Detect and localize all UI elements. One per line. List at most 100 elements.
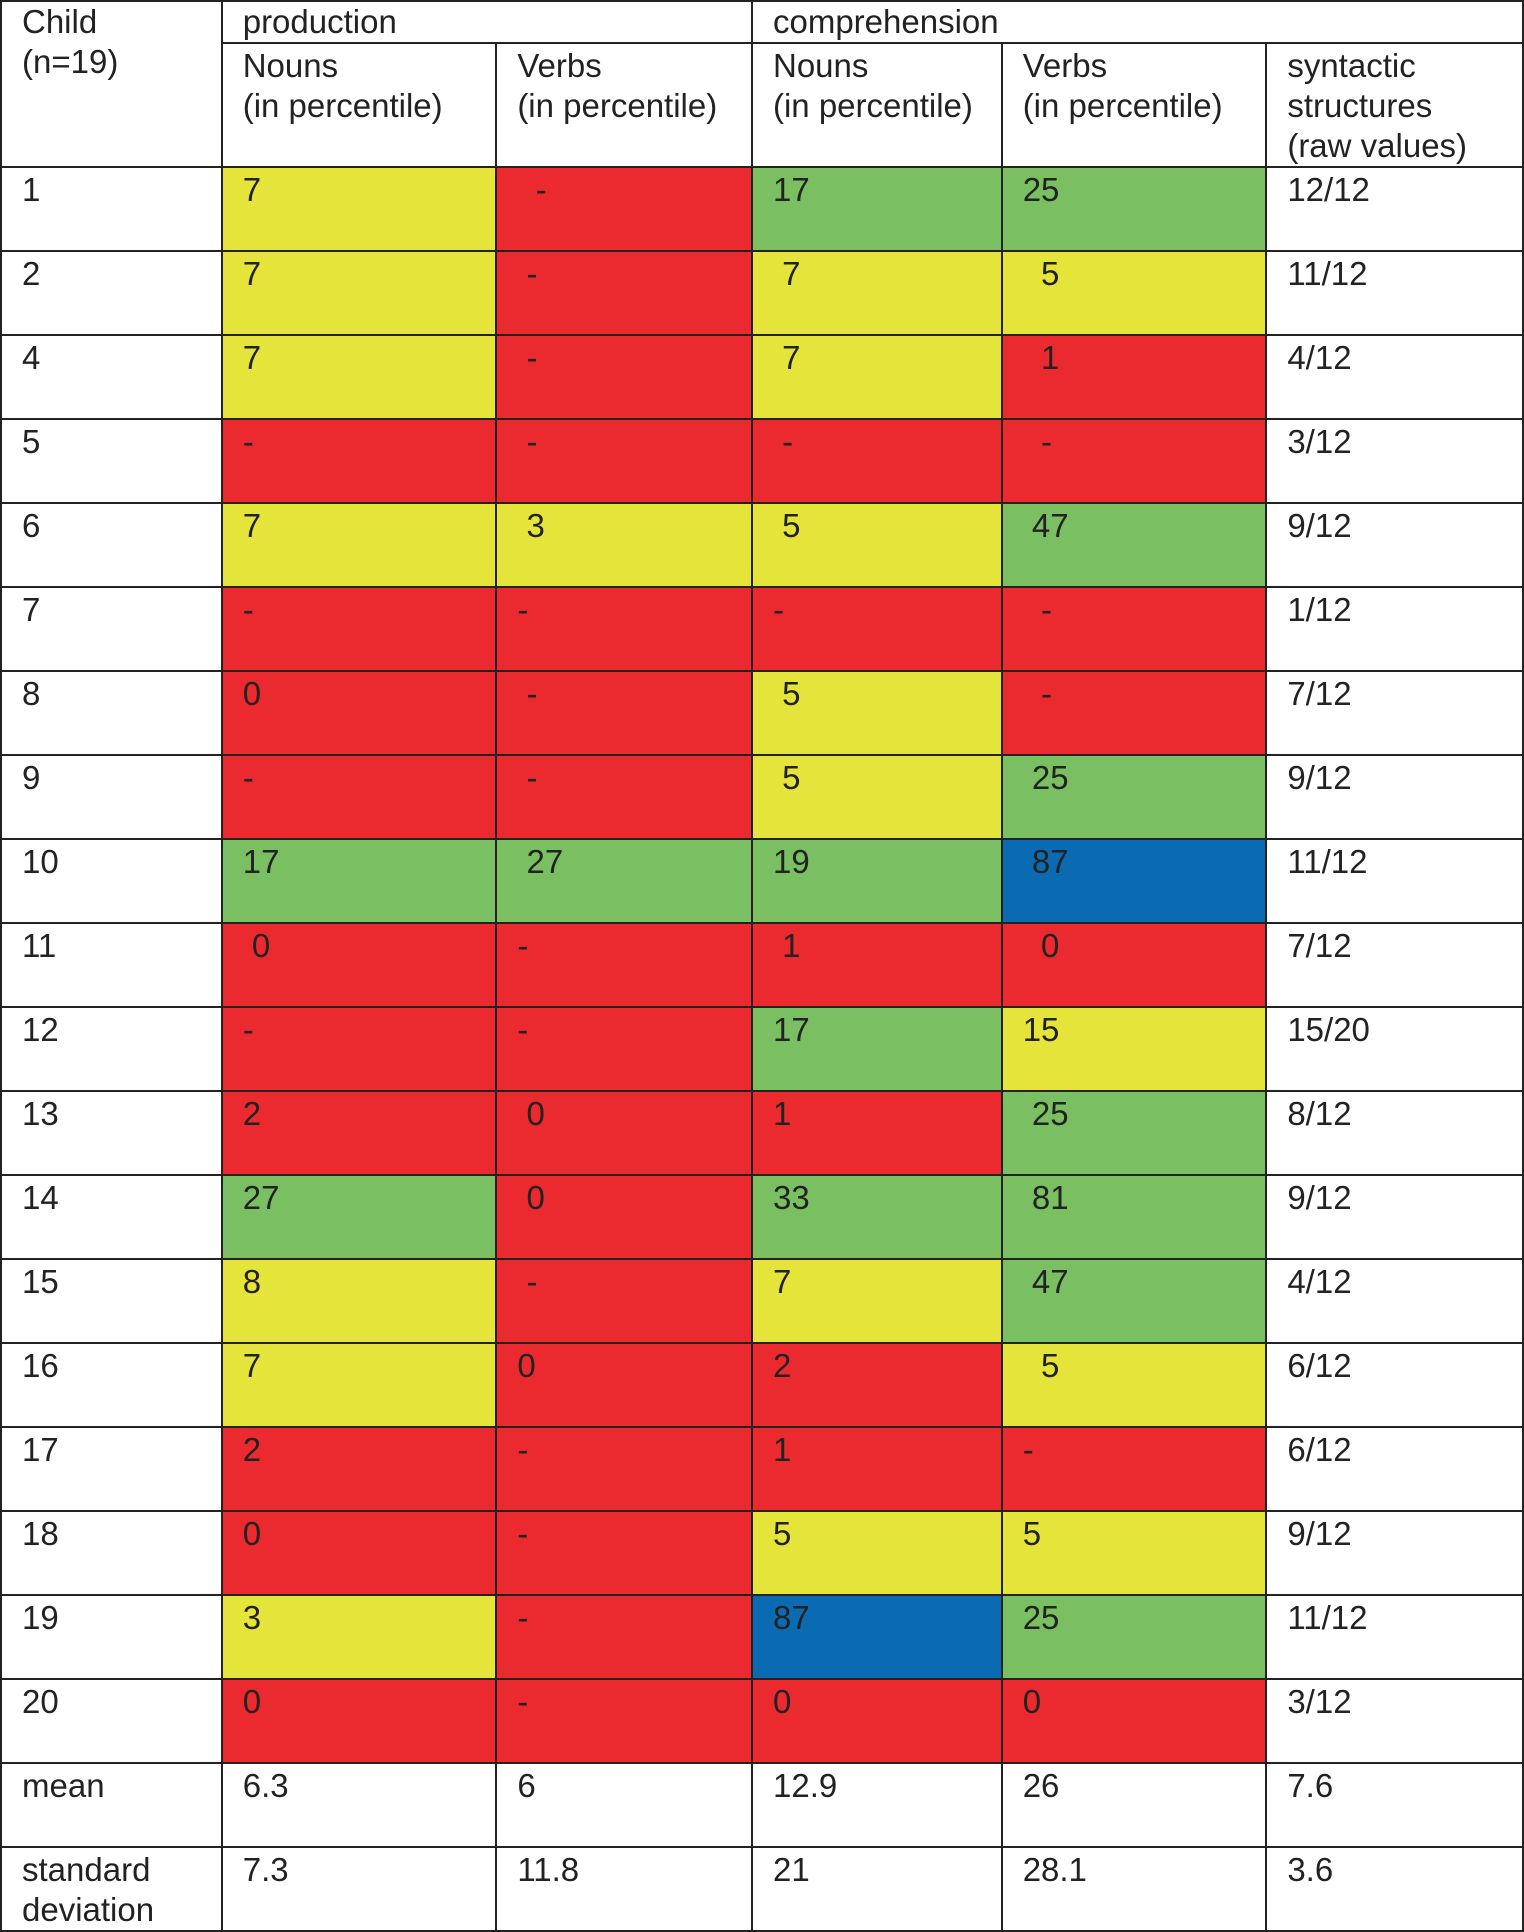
cell-syntactic: 3/12 bbox=[1265, 418, 1524, 504]
cell-child: 2 bbox=[0, 250, 223, 336]
header-production-verbs: Verbs (in percentile) bbox=[495, 42, 753, 168]
sd-comprehension-nouns: 21 bbox=[750, 1846, 1003, 1932]
cell-syntactic: 9/12 bbox=[1265, 502, 1524, 588]
table-row: 9- - 5 25 9/12 bbox=[0, 754, 1524, 840]
cell-production-nouns: 7 bbox=[220, 1342, 498, 1428]
cell-child: 14 bbox=[0, 1174, 223, 1260]
cell-production-nouns: 27 bbox=[220, 1174, 498, 1260]
cell-syntactic: 6/12 bbox=[1265, 1342, 1524, 1428]
cell-syntactic: 11/12 bbox=[1265, 838, 1524, 924]
cell-comprehension-nouns: 19 bbox=[750, 838, 1003, 924]
cell-production-nouns: 8 bbox=[220, 1258, 498, 1344]
cell-production-nouns: 7 bbox=[220, 502, 498, 588]
cell-comprehension-verbs: 25 bbox=[1000, 1090, 1268, 1176]
table-row: 17 2-1-6/12 bbox=[0, 1426, 1524, 1512]
cell-production-verbs: 3 bbox=[495, 502, 753, 588]
cell-comprehension-verbs: - bbox=[1000, 1426, 1268, 1512]
cell-production-nouns: 2 bbox=[220, 1090, 498, 1176]
cell-production-verbs: - bbox=[495, 754, 753, 840]
cell-production-verbs: - bbox=[495, 1678, 753, 1764]
cell-production-verbs: - bbox=[495, 1006, 753, 1092]
cell-production-nouns: - bbox=[220, 1006, 498, 1092]
cell-child: 4 bbox=[0, 334, 223, 420]
mean-comprehension-nouns: 12.9 bbox=[750, 1762, 1003, 1848]
cell-child: 5 bbox=[0, 418, 223, 504]
cell-comprehension-nouns: - bbox=[750, 418, 1003, 504]
cell-production-nouns: - bbox=[220, 586, 498, 672]
table-row: 19 3-87 25 11/12 bbox=[0, 1594, 1524, 1680]
header-comprehension-verbs: Verbs (in percentile) bbox=[1000, 42, 1268, 168]
cell-syntactic: 7/12 bbox=[1265, 922, 1524, 1008]
cell-syntactic: 8/12 bbox=[1265, 1090, 1524, 1176]
cell-production-nouns: 0 bbox=[220, 1510, 498, 1596]
cell-comprehension-nouns: 7 bbox=[750, 334, 1003, 420]
cell-production-verbs: - bbox=[495, 334, 753, 420]
cell-production-verbs: - bbox=[495, 166, 753, 252]
cell-child: 7 bbox=[0, 586, 223, 672]
cell-production-nouns: 7 bbox=[220, 166, 498, 252]
sd-comprehension-verbs: 28.1 bbox=[1000, 1846, 1268, 1932]
cell-comprehension-nouns: 17 bbox=[750, 1006, 1003, 1092]
cell-comprehension-verbs: 25 bbox=[1000, 166, 1268, 252]
table-row: 15 8 -7 47 4/12 bbox=[0, 1258, 1524, 1344]
mean-syntactic: 7.6 bbox=[1265, 1762, 1524, 1848]
sd-production-nouns: 7.3 bbox=[220, 1846, 498, 1932]
cell-child: 10 bbox=[0, 838, 223, 924]
cell-comprehension-nouns: 7 bbox=[750, 1258, 1003, 1344]
header-production-nouns: Nouns (in percentile) bbox=[220, 42, 498, 168]
table-row: 18 0-5 5 9/12 bbox=[0, 1510, 1524, 1596]
cell-comprehension-verbs: 25 bbox=[1000, 1594, 1268, 1680]
cell-comprehension-verbs: 15 bbox=[1000, 1006, 1268, 1092]
sd-production-verbs: 11.8 bbox=[495, 1846, 753, 1932]
cell-production-verbs: - bbox=[495, 1594, 753, 1680]
cell-syntactic: 9/12 bbox=[1265, 1510, 1524, 1596]
cell-syntactic: 15/20 bbox=[1265, 1006, 1524, 1092]
header-comprehension-nouns: Nouns (in percentile) bbox=[750, 42, 1003, 168]
sd-syntactic: 3.6 bbox=[1265, 1846, 1524, 1932]
table-row: 5- - - -3/12 bbox=[0, 418, 1524, 504]
cell-production-verbs: 0 bbox=[495, 1342, 753, 1428]
cell-production-nouns: - bbox=[220, 754, 498, 840]
cell-syntactic: 11/12 bbox=[1265, 1594, 1524, 1680]
table-row: 12- -17 15 15/20 bbox=[0, 1006, 1524, 1092]
cell-comprehension-verbs: 5 bbox=[1000, 1510, 1268, 1596]
cell-comprehension-nouns: 5 bbox=[750, 502, 1003, 588]
cell-child: 13 bbox=[0, 1090, 223, 1176]
cell-syntactic: 4/12 bbox=[1265, 1258, 1524, 1344]
cell-production-nouns: 0 bbox=[220, 670, 498, 756]
cell-comprehension-verbs: 5 bbox=[1000, 1342, 1268, 1428]
cell-syntactic: 7/12 bbox=[1265, 670, 1524, 756]
cell-syntactic: 6/12 bbox=[1265, 1426, 1524, 1512]
cell-production-nouns: 7 bbox=[220, 250, 498, 336]
cell-comprehension-nouns: 1 bbox=[750, 1090, 1003, 1176]
mean-production-nouns: 6.3 bbox=[220, 1762, 498, 1848]
header-row-columns: Nouns (in percentile) Verbs (in percenti… bbox=[1, 42, 1524, 168]
mean-label: mean bbox=[0, 1762, 223, 1848]
table-row: 14 27 0 33 81 9/12 bbox=[0, 1174, 1524, 1260]
cell-comprehension-verbs: 47 bbox=[1000, 502, 1268, 588]
cell-comprehension-nouns: 5 bbox=[750, 670, 1003, 756]
cell-production-verbs: - bbox=[495, 922, 753, 1008]
cell-comprehension-verbs: - bbox=[1000, 670, 1268, 756]
cell-comprehension-nouns: 7 bbox=[750, 250, 1003, 336]
cell-production-verbs: - bbox=[495, 586, 753, 672]
header-production: production bbox=[220, 0, 753, 44]
cell-production-verbs: - bbox=[495, 1510, 753, 1596]
cell-syntactic: 1/12 bbox=[1265, 586, 1524, 672]
cell-comprehension-verbs: 81 bbox=[1000, 1174, 1268, 1260]
table-row: 16 7 0 2 5 6/12 bbox=[0, 1342, 1524, 1428]
standard-deviation-row: standard deviation 7.3 11.8 21 28.1 3.6 bbox=[0, 1846, 1524, 1932]
cell-production-nouns: 0 bbox=[220, 922, 498, 1008]
table-row: 7--- -1/12 bbox=[0, 586, 1524, 672]
cell-production-nouns: 0 bbox=[220, 1678, 498, 1764]
cell-child: 18 bbox=[0, 1510, 223, 1596]
mean-production-verbs: 6 bbox=[495, 1762, 753, 1848]
cell-comprehension-nouns: 87 bbox=[750, 1594, 1003, 1680]
cell-syntactic: 4/12 bbox=[1265, 334, 1524, 420]
table-row: 20 0-0 0 3/12 bbox=[0, 1678, 1524, 1764]
cell-production-nouns: - bbox=[220, 418, 498, 504]
